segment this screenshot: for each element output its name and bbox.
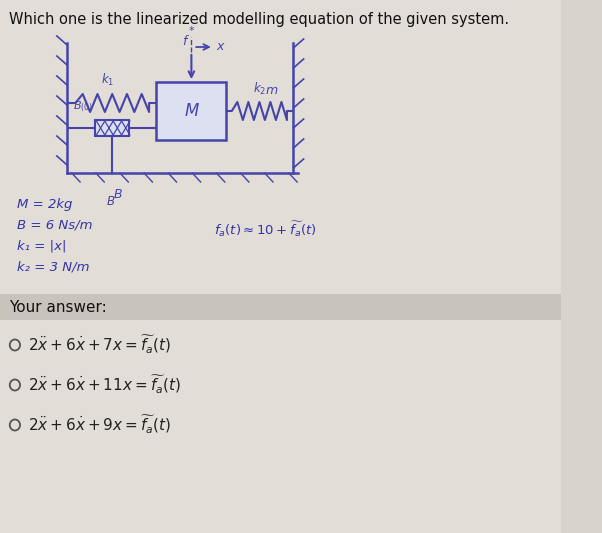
Text: $2\ddot{x} + 6\dot{x} + 7x = \widetilde{f_a}(t)$: $2\ddot{x} + 6\dot{x} + 7x = \widetilde{… (28, 334, 171, 356)
Text: Your answer:: Your answer: (9, 300, 107, 314)
Text: B: B (107, 195, 114, 208)
Text: $2\ddot{x} + 6\dot{x} + 11x = \widetilde{f_a}(t)$: $2\ddot{x} + 6\dot{x} + 11x = \widetilde… (28, 374, 181, 396)
Text: $B_{(0)}$: $B_{(0)}$ (73, 100, 93, 114)
Text: M = 2kg: M = 2kg (17, 198, 72, 211)
Bar (157, 82, 226, 140)
Text: $f$: $f$ (182, 34, 190, 48)
Text: $k_2$: $k_2$ (253, 81, 266, 97)
Text: $k_1$: $k_1$ (101, 72, 114, 88)
Text: B: B (114, 188, 123, 201)
Bar (96, 120, 129, 136)
Text: $2\ddot{x} + 6\dot{x} + 9x = \widetilde{f_a}(t)$: $2\ddot{x} + 6\dot{x} + 9x = \widetilde{… (28, 414, 171, 436)
Text: $f_a(t) \approx 10 + \widetilde{f_a}(t)$: $f_a(t) \approx 10 + \widetilde{f_a}(t)$ (214, 220, 317, 239)
Text: k₁ = |x|: k₁ = |x| (17, 240, 66, 253)
Bar (0, 294, 560, 320)
Text: M: M (184, 102, 199, 120)
Text: Which one is the linearized modelling equation of the given system.: Which one is the linearized modelling eq… (9, 12, 509, 27)
Text: $m$: $m$ (265, 84, 279, 97)
Text: $x$: $x$ (216, 39, 225, 52)
Text: B = 6 Ns/m: B = 6 Ns/m (17, 219, 92, 232)
Text: k₂ = 3 N/m: k₂ = 3 N/m (17, 261, 89, 274)
Text: *: * (188, 26, 194, 36)
